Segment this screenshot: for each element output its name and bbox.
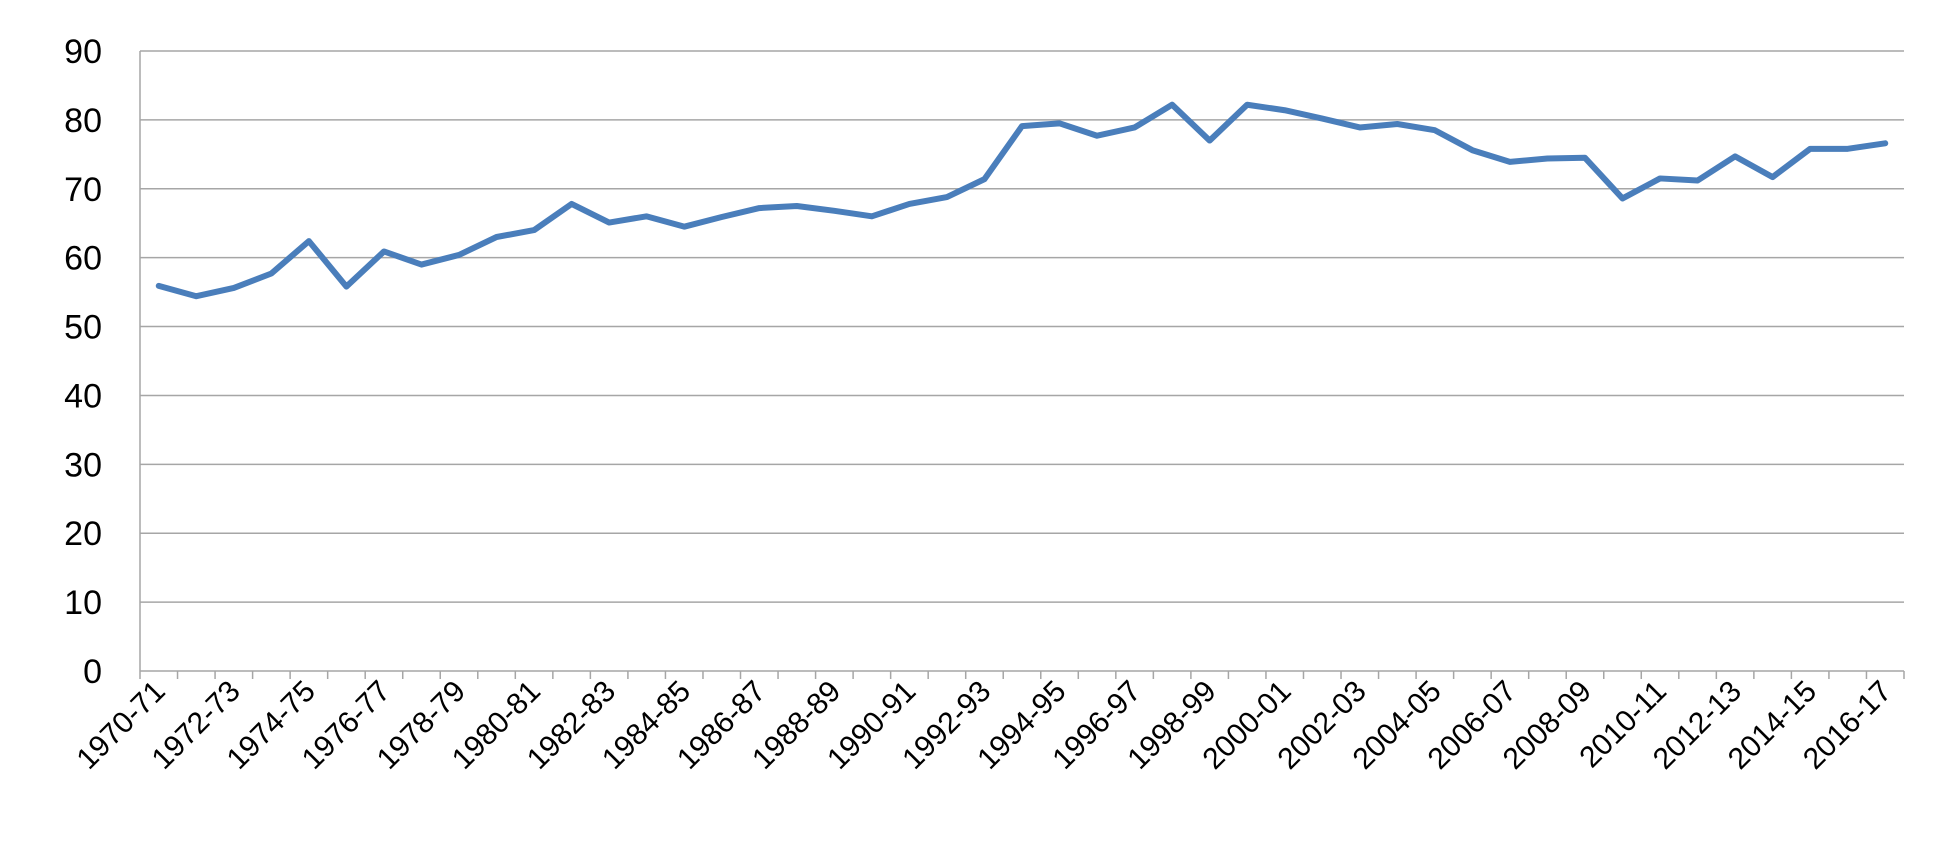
y-axis-tick-labels: 0 10 20 30 40 50 60 70 80 90 — [64, 33, 102, 691]
axes — [139, 51, 1905, 679]
y-tick-label-80: 80 — [64, 102, 102, 140]
series-layer — [155, 101, 1889, 300]
y-tick-label-20: 20 — [64, 515, 102, 553]
gridlines — [140, 50, 1904, 603]
y-tick-label-0: 0 — [83, 653, 102, 691]
y-tick-label-70: 70 — [64, 171, 102, 209]
y-tick-label-50: 50 — [64, 309, 102, 347]
y-tick-label-10: 10 — [64, 584, 102, 622]
y-tick-label-60: 60 — [64, 240, 102, 278]
series-line-0 — [155, 101, 1889, 300]
y-tick-label-40: 40 — [64, 377, 102, 415]
y-tick-label-30: 30 — [64, 446, 102, 484]
y-tick-label-90: 90 — [64, 33, 102, 71]
x-axis-tick-labels: 1970-711972-731974-751976-771978-791980-… — [71, 675, 1899, 776]
